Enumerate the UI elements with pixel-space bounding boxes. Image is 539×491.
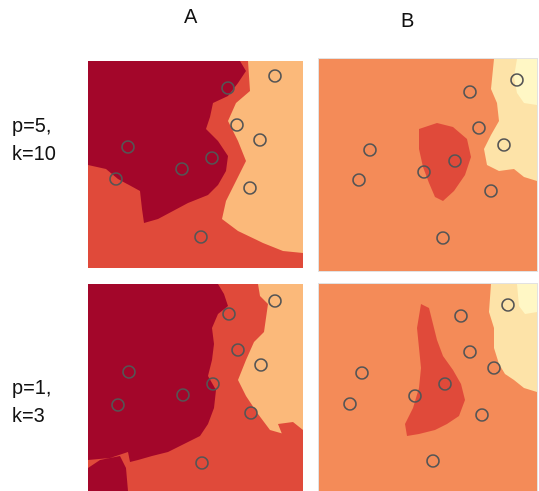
data-point-marker: [122, 365, 136, 379]
data-point-marker: [205, 151, 219, 165]
data-point-marker: [463, 345, 477, 359]
column-label-b: B: [401, 10, 415, 32]
row-label-2-line1: p=1,: [12, 377, 52, 399]
region-red-patch: [278, 422, 303, 444]
region-pale-yellow: [514, 59, 537, 105]
data-point-marker: [501, 298, 515, 312]
data-point-marker: [230, 118, 244, 132]
data-point-marker: [436, 231, 450, 245]
data-point-marker: [417, 165, 431, 179]
panel-a-row2: [88, 284, 303, 491]
data-point-marker: [438, 377, 452, 391]
data-point-marker: [352, 173, 366, 187]
panel-a-row2-map: [88, 284, 303, 491]
data-point-marker: [343, 397, 357, 411]
data-point-marker: [408, 389, 422, 403]
data-point-marker: [510, 73, 524, 87]
panel-a-row1: [88, 61, 303, 268]
data-point-marker: [195, 456, 209, 470]
row-label-1-line1: p=5,: [12, 115, 52, 137]
data-point-marker: [463, 85, 477, 99]
data-point-marker: [268, 294, 282, 308]
data-point-marker: [472, 121, 486, 135]
data-point-marker: [244, 406, 258, 420]
data-point-marker: [426, 454, 440, 468]
data-point-marker: [121, 140, 135, 154]
panel-b-row1-map: [319, 59, 537, 271]
region-dark-red: [88, 61, 246, 223]
panel-b-row2-map: [319, 284, 537, 491]
data-point-marker: [355, 366, 369, 380]
region-red: [405, 304, 465, 436]
data-point-marker: [194, 230, 208, 244]
data-point-marker: [253, 133, 267, 147]
row-label-2-line2: k=3: [12, 405, 45, 427]
data-point-marker: [448, 154, 462, 168]
data-point-marker: [475, 408, 489, 422]
region-dark-red: [88, 284, 228, 462]
data-point-marker: [484, 184, 498, 198]
panel-a-row1-map: [88, 61, 303, 268]
data-point-marker: [221, 81, 235, 95]
panel-b-row2: [318, 283, 538, 491]
row-label-1-line2: k=10: [12, 143, 56, 165]
region-pale-yellow: [517, 284, 537, 314]
data-point-marker: [268, 69, 282, 83]
column-label-a: A: [184, 6, 198, 28]
data-point-marker: [487, 361, 501, 375]
region-red: [419, 123, 471, 201]
data-point-marker: [454, 309, 468, 323]
data-point-marker: [222, 307, 236, 321]
panel-b-row1: [318, 58, 538, 272]
data-point-marker: [176, 388, 190, 402]
row-label-2: p=1, k=3: [12, 374, 51, 430]
data-point-marker: [175, 162, 189, 176]
data-point-marker: [254, 358, 268, 372]
data-point-marker: [206, 377, 220, 391]
region-dark-red-patch: [88, 456, 128, 491]
data-point-marker: [109, 172, 123, 186]
data-point-marker: [363, 143, 377, 157]
data-point-marker: [497, 138, 511, 152]
data-point-marker: [111, 398, 125, 412]
data-point-marker: [243, 181, 257, 195]
row-label-1: p=5, k=10: [12, 112, 56, 168]
data-point-marker: [231, 343, 245, 357]
